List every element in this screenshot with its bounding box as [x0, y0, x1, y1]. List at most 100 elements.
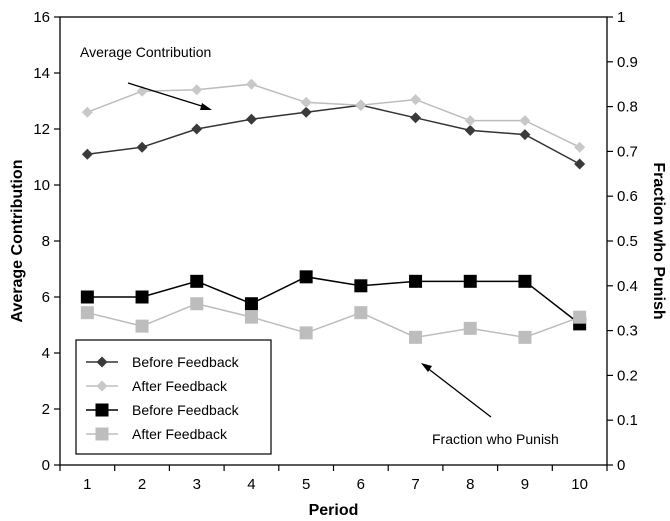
data-point: [574, 141, 586, 153]
series-line: [87, 104, 581, 165]
y-tick-label: 0: [42, 457, 50, 474]
data-point: [245, 78, 257, 90]
annotation-arrow-fraction: [425, 366, 492, 418]
annotation-arrowhead-average: [200, 103, 212, 110]
axes: 024681012141600.10.20.30.40.50.60.70.80.…: [9, 9, 667, 519]
x-tick-label: 5: [302, 476, 310, 493]
data-point: [135, 290, 149, 304]
x-tick-label: 1: [83, 476, 91, 493]
legend-item: Before Feedback: [86, 354, 240, 370]
data-point: [519, 115, 531, 127]
annotation-average-contribution: Average Contribution: [80, 44, 211, 60]
y2-tick-label: 0.6: [617, 188, 638, 205]
data-point: [300, 106, 312, 118]
y-tick-label: 16: [33, 9, 50, 26]
legend-marker: [95, 403, 109, 417]
legend-marker: [96, 356, 108, 368]
x-tick-label: 3: [193, 476, 201, 493]
data-point: [191, 123, 203, 135]
annotation-arrowhead-fraction: [421, 363, 432, 372]
y2-tick-label: 0.1: [617, 412, 638, 429]
annotation-arrow-average: [127, 82, 209, 109]
data-point: [519, 129, 531, 141]
data-point: [135, 319, 149, 333]
data-point: [244, 297, 258, 311]
y-tick-label: 6: [42, 289, 50, 306]
data-point: [80, 290, 94, 304]
data-point: [464, 115, 476, 127]
annotation-fraction-who-punish: Fraction who Punish: [432, 431, 559, 447]
data-point: [190, 297, 204, 311]
series-4: [80, 297, 587, 344]
data-point: [463, 274, 477, 288]
legend-item: After Feedback: [86, 426, 228, 442]
data-point: [136, 141, 148, 153]
y-tick-label: 2: [42, 401, 50, 418]
data-point: [191, 84, 203, 96]
legend-label: Before Feedback: [132, 354, 240, 370]
series-3: [80, 270, 587, 331]
legend-item: Before Feedback: [86, 402, 240, 418]
series-line: [87, 276, 581, 325]
legend-label: After Feedback: [132, 426, 228, 442]
x-tick-label: 8: [466, 476, 474, 493]
y-tick-label: 8: [42, 233, 50, 250]
y2-tick-label: 1: [617, 9, 625, 26]
y2-tick-label: 0: [617, 457, 625, 474]
legend: Before Feedback After Feedback Before Feed…: [75, 339, 272, 455]
series-1: [81, 99, 586, 170]
data-point: [463, 321, 477, 335]
data-point: [245, 113, 257, 125]
data-point: [464, 124, 476, 136]
series: [80, 78, 587, 344]
legend-item: After Feedback: [86, 378, 228, 394]
data-point: [518, 274, 532, 288]
data-point: [409, 330, 423, 344]
x-tick-label: 7: [411, 476, 419, 493]
x-tick-label: 4: [247, 476, 255, 493]
data-point: [80, 306, 94, 320]
y2-tick-label: 0.5: [617, 233, 638, 250]
y2-tick-label: 0.7: [617, 143, 638, 160]
series-line: [87, 302, 580, 339]
data-point: [299, 326, 313, 340]
data-point: [81, 106, 93, 118]
data-point: [573, 310, 587, 324]
annotations: Average Contribution Fraction who Punish: [80, 44, 559, 447]
legend-label: After Feedback: [132, 378, 228, 394]
legend-marker: [95, 427, 109, 441]
y2-tick-label: 0.2: [617, 367, 638, 384]
y-tick-label: 14: [33, 65, 50, 82]
data-point: [410, 112, 422, 124]
data-point: [354, 279, 368, 293]
legend-label: Before Feedback: [132, 402, 240, 418]
x-tick-label: 9: [521, 476, 529, 493]
data-point: [190, 274, 204, 288]
data-point: [81, 148, 93, 160]
data-point: [354, 306, 368, 320]
data-point: [410, 94, 422, 106]
data-point: [244, 310, 258, 324]
y2-tick-label: 0.8: [617, 99, 638, 116]
x-tick-label: 2: [138, 476, 146, 493]
series-line: [87, 83, 580, 148]
y-tick-label: 12: [33, 121, 50, 138]
x-tick-label: 10: [571, 476, 588, 493]
y2-tick-label: 0.3: [617, 323, 638, 340]
data-point: [518, 330, 532, 344]
data-point: [574, 158, 586, 170]
y-axis-title: Average Contribution: [9, 160, 26, 323]
y2-tick-label: 0.9: [617, 54, 638, 71]
data-point: [300, 96, 312, 108]
x-tick-label: 6: [357, 476, 365, 493]
series-2: [81, 78, 586, 153]
data-point: [299, 270, 313, 284]
data-point: [355, 99, 367, 111]
legend-marker: [96, 380, 108, 392]
y-tick-label: 4: [42, 345, 50, 362]
y2-axis-title: Fraction who Punish: [650, 162, 667, 319]
data-point: [409, 274, 423, 288]
y2-tick-label: 0.4: [617, 278, 638, 295]
x-axis-title: Period: [309, 502, 359, 519]
